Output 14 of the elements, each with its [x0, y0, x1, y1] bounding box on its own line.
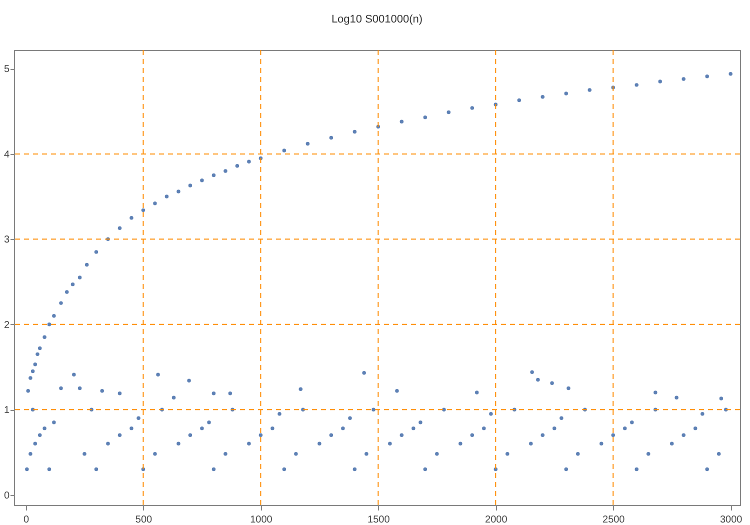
y-tick-label: 3 [4, 234, 10, 246]
x-tick-label: 500 [135, 514, 153, 525]
x-tick-label: 2500 [602, 514, 626, 525]
y-tick-label: 1 [4, 405, 10, 416]
y-tick-label: 2 [4, 320, 10, 331]
x-tick-label: 1500 [368, 514, 390, 525]
x-tick-label: 0 [23, 514, 30, 525]
x-tick-label: 1000 [250, 514, 273, 525]
x-tick-label: 3000 [720, 514, 743, 525]
y-tick-label: 0 [4, 490, 10, 502]
y-tick-label: 5 [4, 64, 10, 76]
x-tick-label: 2000 [485, 514, 508, 525]
y-tick-label: 4 [4, 149, 10, 160]
chart-title: Log10 S001000(n) [331, 14, 423, 26]
